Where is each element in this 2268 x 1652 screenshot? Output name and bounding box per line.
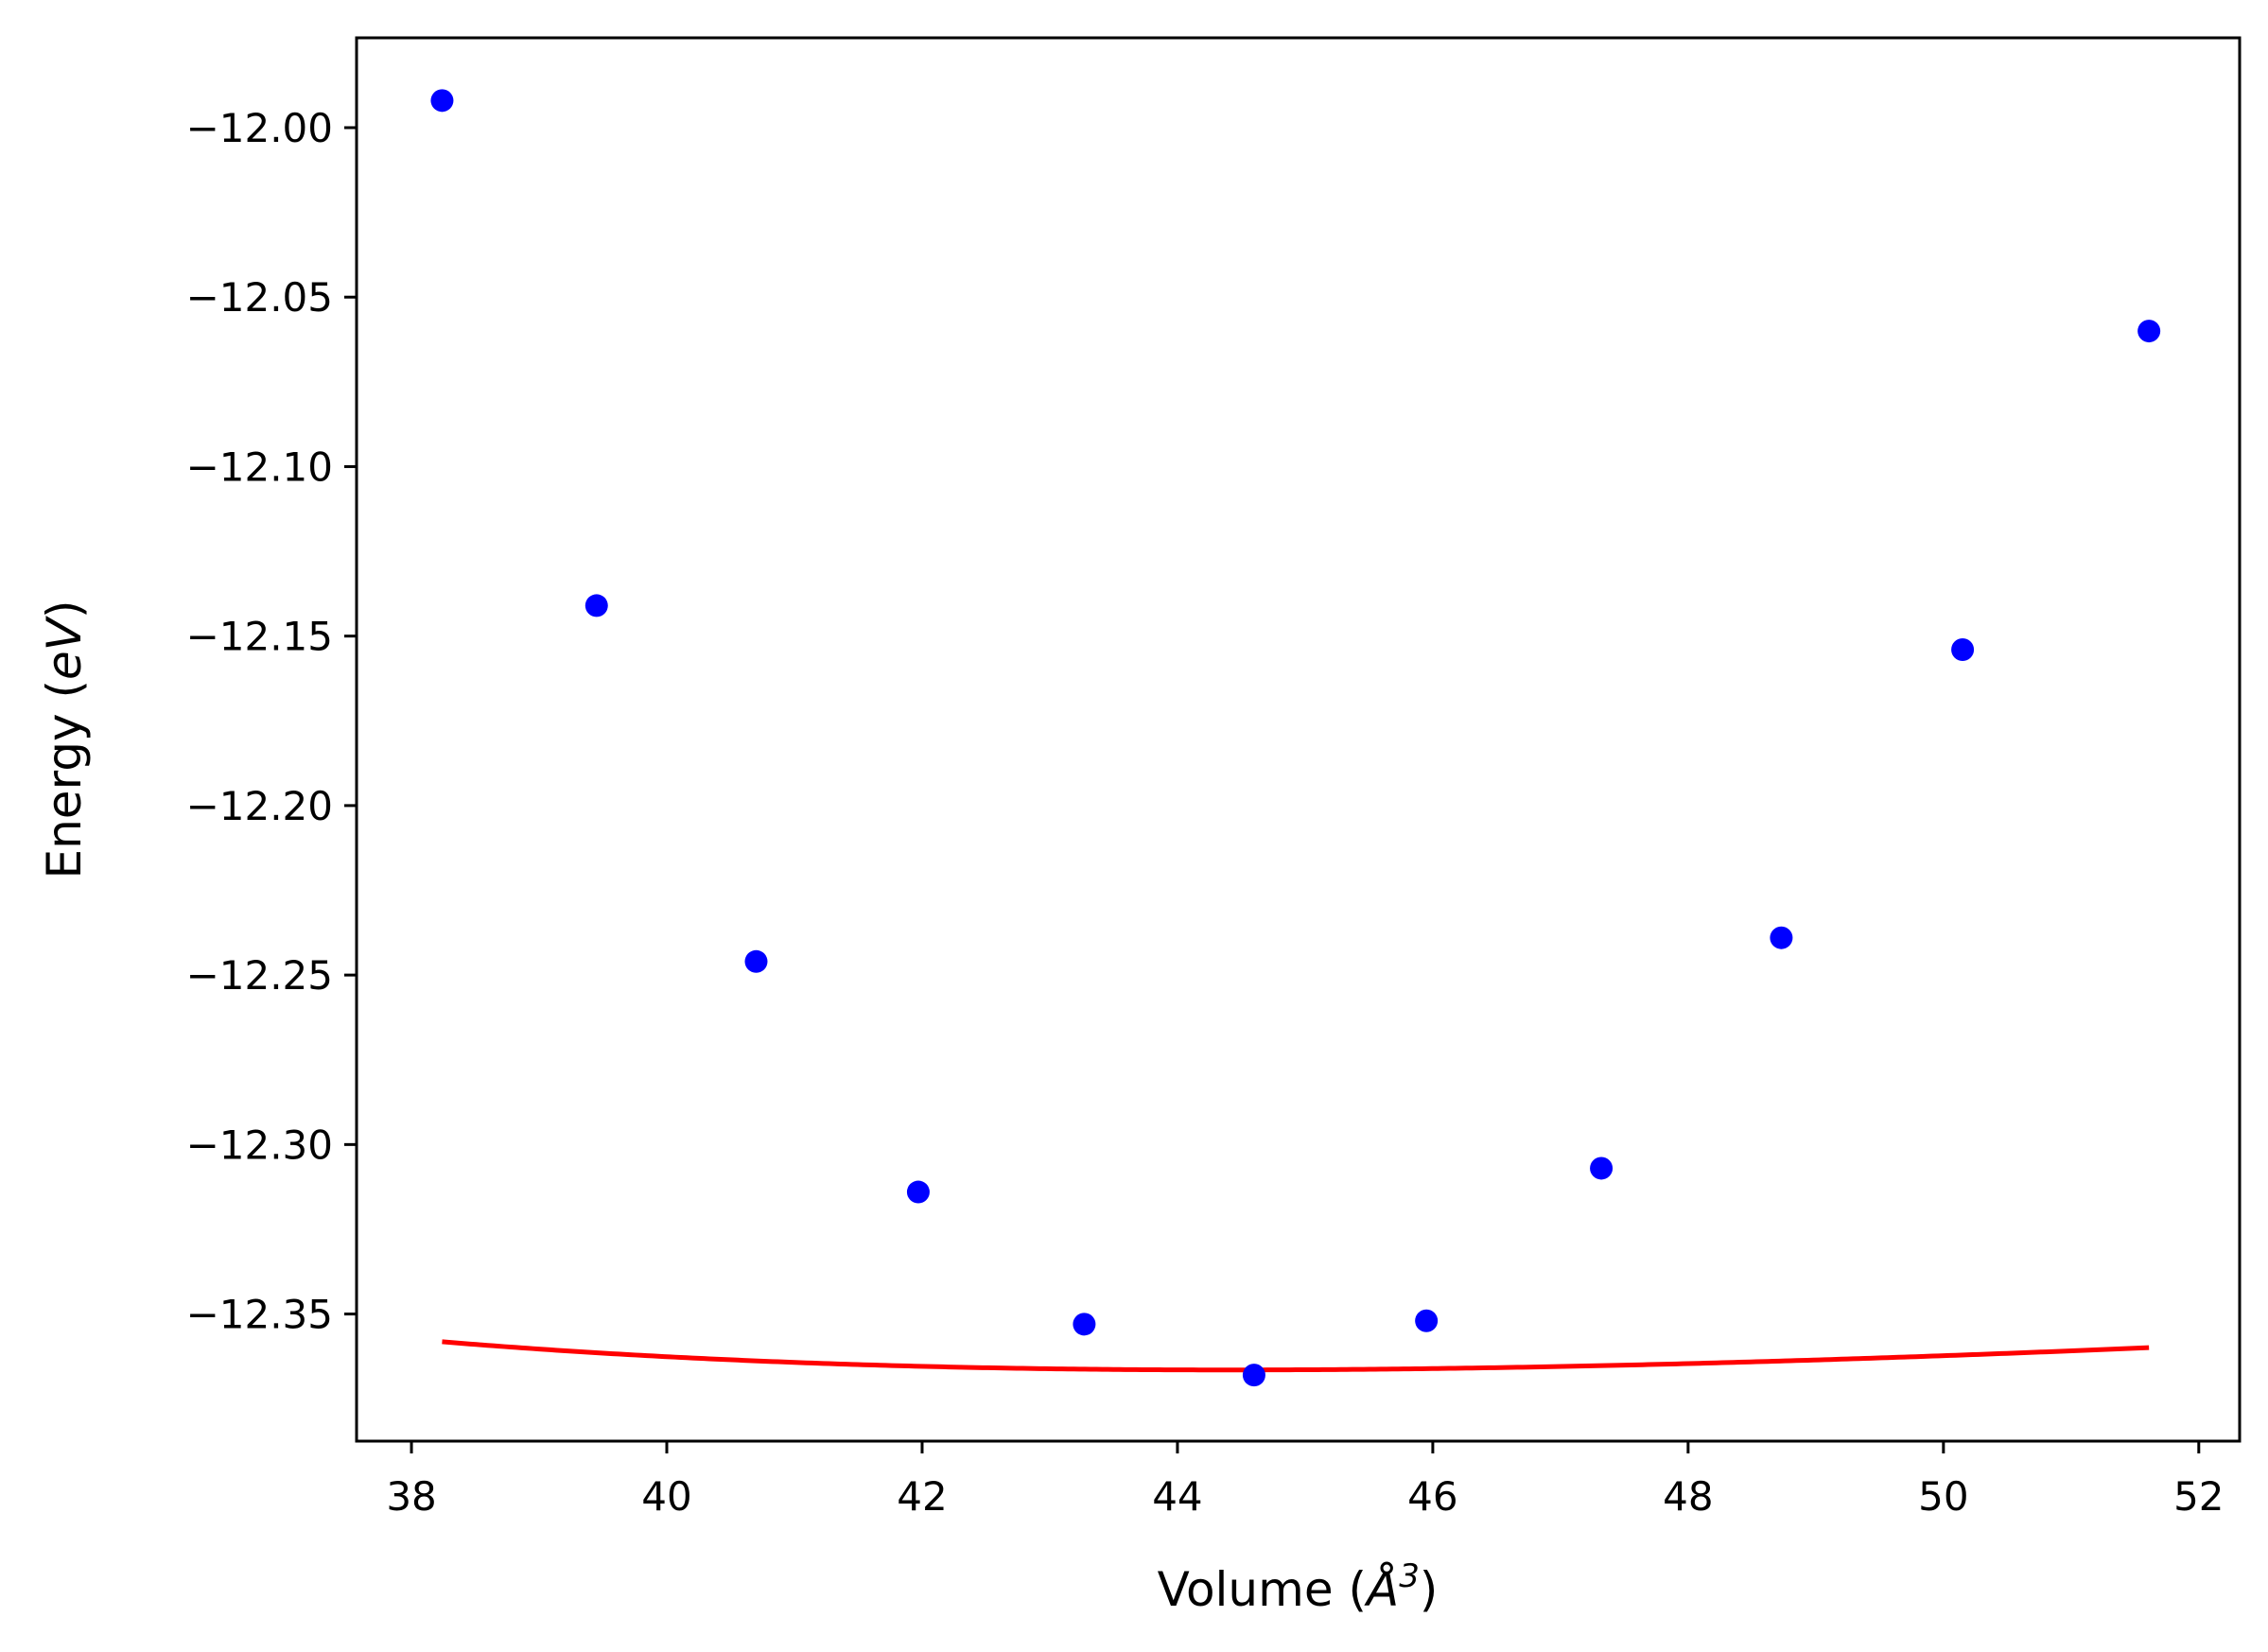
data-point: [584, 594, 608, 617]
y-tick-label: −12.30: [186, 1122, 333, 1168]
plot-area: [355, 36, 2242, 1443]
y-tick-label: −12.25: [186, 952, 333, 999]
x-tick-label: 44: [1152, 1473, 1202, 1520]
x-axis-label: Volume (Å3): [1158, 1557, 1439, 1617]
data-point: [906, 1180, 930, 1204]
x-tick-label: 42: [897, 1473, 947, 1520]
y-tick-label: −12.05: [186, 274, 333, 321]
data-point: [1951, 638, 1975, 662]
data-point: [2137, 320, 2161, 343]
y-tick-label: −12.20: [186, 783, 333, 829]
x-tick-label: 46: [1407, 1473, 1457, 1520]
x-tick-label: 48: [1663, 1473, 1713, 1520]
y-tick-label: −12.10: [186, 443, 333, 490]
y-axis-ticks: −12.00 −12.05 −12.10 −12.15 −12.20 −12.25 −12.…: [186, 105, 357, 1338]
x-tick-label: 52: [2173, 1473, 2224, 1520]
x-axis-ticks: 38 40 42 44 46 48 50 52: [386, 1441, 2224, 1520]
y-tick-label: −12.35: [186, 1292, 333, 1338]
data-point: [1242, 1364, 1265, 1387]
x-tick-label: 38: [386, 1473, 436, 1520]
y-axis-label: Energy (eV): [37, 600, 92, 879]
y-tick-label: −12.15: [186, 614, 333, 660]
data-point: [1590, 1156, 1614, 1180]
data-point: [744, 949, 768, 973]
data-points-layer: [430, 89, 2161, 1387]
fit-curve-layer: [442, 1339, 2150, 1373]
data-point: [1770, 926, 1793, 949]
x-tick-label: 50: [1918, 1473, 1968, 1520]
data-point: [430, 89, 454, 113]
data-point: [1073, 1313, 1096, 1336]
x-tick-label: 40: [641, 1473, 691, 1520]
data-point: [1415, 1309, 1439, 1332]
y-tick-label: −12.00: [186, 105, 333, 151]
fit-curve: [442, 1339, 2150, 1373]
